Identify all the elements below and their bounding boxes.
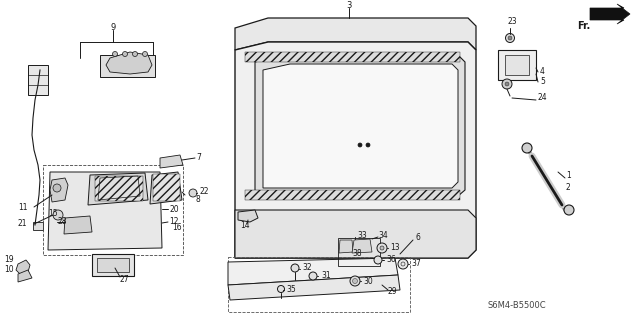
Circle shape [522, 143, 532, 153]
Text: 1: 1 [566, 172, 571, 181]
Circle shape [502, 79, 512, 89]
Bar [245, 52, 460, 62]
Text: 3: 3 [346, 2, 352, 11]
Text: 12: 12 [169, 218, 179, 226]
Text: 7: 7 [196, 153, 201, 162]
Text: 6: 6 [415, 234, 420, 242]
Bar [100, 55, 155, 77]
Circle shape [377, 243, 387, 253]
Text: 32: 32 [302, 263, 312, 272]
Text: 36: 36 [386, 255, 396, 263]
Polygon shape [160, 155, 183, 168]
Circle shape [152, 205, 157, 211]
Text: 14: 14 [240, 221, 250, 231]
Polygon shape [228, 258, 398, 285]
Bar [33, 222, 43, 230]
Circle shape [150, 203, 160, 213]
Text: 35: 35 [286, 285, 296, 293]
Polygon shape [235, 210, 476, 258]
Text: 33: 33 [357, 232, 367, 241]
Polygon shape [140, 218, 161, 228]
Circle shape [505, 82, 509, 86]
Bar [498, 50, 536, 80]
Circle shape [53, 210, 63, 220]
Text: 20: 20 [169, 204, 179, 213]
Bar [95, 176, 143, 201]
Circle shape [309, 272, 317, 280]
Circle shape [53, 184, 61, 192]
Text: 22: 22 [199, 188, 209, 197]
Bar [92, 254, 134, 276]
Circle shape [189, 189, 197, 197]
Polygon shape [150, 172, 182, 204]
Bar [228, 257, 410, 312]
Circle shape [132, 51, 138, 56]
Circle shape [291, 264, 299, 272]
Circle shape [358, 143, 362, 147]
Circle shape [506, 33, 515, 42]
Text: Fr.: Fr. [577, 21, 590, 31]
Polygon shape [590, 4, 630, 24]
Text: 27: 27 [120, 275, 130, 284]
Text: 15: 15 [49, 210, 58, 219]
Polygon shape [238, 210, 258, 222]
Text: 8: 8 [196, 196, 201, 204]
Circle shape [278, 286, 285, 293]
Polygon shape [48, 172, 162, 250]
Circle shape [122, 51, 127, 56]
Circle shape [113, 51, 118, 56]
Text: S6M4-B5500C: S6M4-B5500C [488, 301, 547, 310]
Text: 13: 13 [390, 242, 399, 251]
Circle shape [380, 246, 384, 250]
Circle shape [508, 36, 512, 40]
Bar [97, 258, 129, 272]
Bar [338, 238, 380, 266]
Circle shape [564, 205, 574, 215]
Text: 16: 16 [172, 222, 182, 232]
Text: 11: 11 [18, 203, 28, 211]
Text: 23: 23 [507, 18, 516, 26]
Text: 5: 5 [540, 78, 545, 86]
Bar [505, 55, 529, 75]
Polygon shape [263, 64, 458, 188]
Polygon shape [88, 173, 148, 205]
Polygon shape [16, 260, 30, 274]
Bar [43, 165, 183, 255]
Polygon shape [18, 270, 32, 282]
Polygon shape [228, 275, 400, 300]
Circle shape [398, 259, 408, 269]
Polygon shape [64, 216, 92, 234]
Text: 31: 31 [321, 271, 331, 279]
Bar [153, 174, 180, 201]
Text: 21: 21 [18, 219, 28, 228]
Polygon shape [339, 240, 353, 253]
Text: 10: 10 [4, 265, 14, 275]
Polygon shape [235, 42, 476, 258]
Circle shape [353, 278, 358, 284]
Bar [28, 65, 48, 95]
Circle shape [366, 143, 370, 147]
Text: 37: 37 [411, 259, 420, 269]
Polygon shape [67, 205, 82, 217]
Text: 28: 28 [57, 218, 67, 226]
Polygon shape [235, 18, 476, 50]
Text: 30: 30 [363, 277, 372, 286]
Text: 9: 9 [110, 23, 116, 32]
Text: 29: 29 [388, 287, 397, 296]
Text: 34: 34 [378, 232, 388, 241]
Text: 19: 19 [4, 256, 14, 264]
Text: 38: 38 [352, 249, 362, 257]
Circle shape [374, 256, 382, 264]
Circle shape [350, 276, 360, 286]
Text: 24: 24 [537, 93, 547, 102]
Polygon shape [106, 52, 152, 74]
Text: 2: 2 [566, 183, 571, 192]
Polygon shape [255, 55, 465, 196]
Bar [245, 190, 460, 200]
Polygon shape [352, 239, 372, 253]
Text: 4: 4 [540, 68, 545, 77]
Circle shape [143, 51, 147, 56]
Polygon shape [50, 178, 68, 202]
